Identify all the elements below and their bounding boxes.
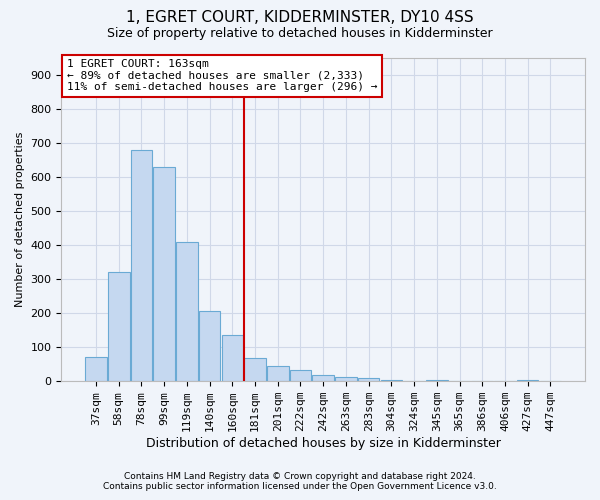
Y-axis label: Number of detached properties: Number of detached properties xyxy=(15,132,25,307)
Bar xyxy=(131,150,152,381)
Text: Contains public sector information licensed under the Open Government Licence v3: Contains public sector information licen… xyxy=(103,482,497,491)
Text: 1 EGRET COURT: 163sqm
← 89% of detached houses are smaller (2,333)
11% of semi-d: 1 EGRET COURT: 163sqm ← 89% of detached … xyxy=(67,59,377,92)
Bar xyxy=(267,366,289,381)
Bar xyxy=(313,375,334,381)
Bar xyxy=(244,358,266,381)
X-axis label: Distribution of detached houses by size in Kidderminster: Distribution of detached houses by size … xyxy=(146,437,500,450)
Bar xyxy=(517,380,538,381)
Bar xyxy=(380,380,402,381)
Bar xyxy=(335,377,357,381)
Bar xyxy=(426,380,448,381)
Bar xyxy=(154,166,175,381)
Text: Size of property relative to detached houses in Kidderminster: Size of property relative to detached ho… xyxy=(107,28,493,40)
Bar xyxy=(176,242,197,381)
Bar xyxy=(358,378,379,381)
Bar xyxy=(85,358,107,381)
Text: 1, EGRET COURT, KIDDERMINSTER, DY10 4SS: 1, EGRET COURT, KIDDERMINSTER, DY10 4SS xyxy=(126,10,474,25)
Bar xyxy=(199,312,220,381)
Bar xyxy=(290,370,311,381)
Bar xyxy=(108,272,130,381)
Bar xyxy=(221,335,243,381)
Text: Contains HM Land Registry data © Crown copyright and database right 2024.: Contains HM Land Registry data © Crown c… xyxy=(124,472,476,481)
